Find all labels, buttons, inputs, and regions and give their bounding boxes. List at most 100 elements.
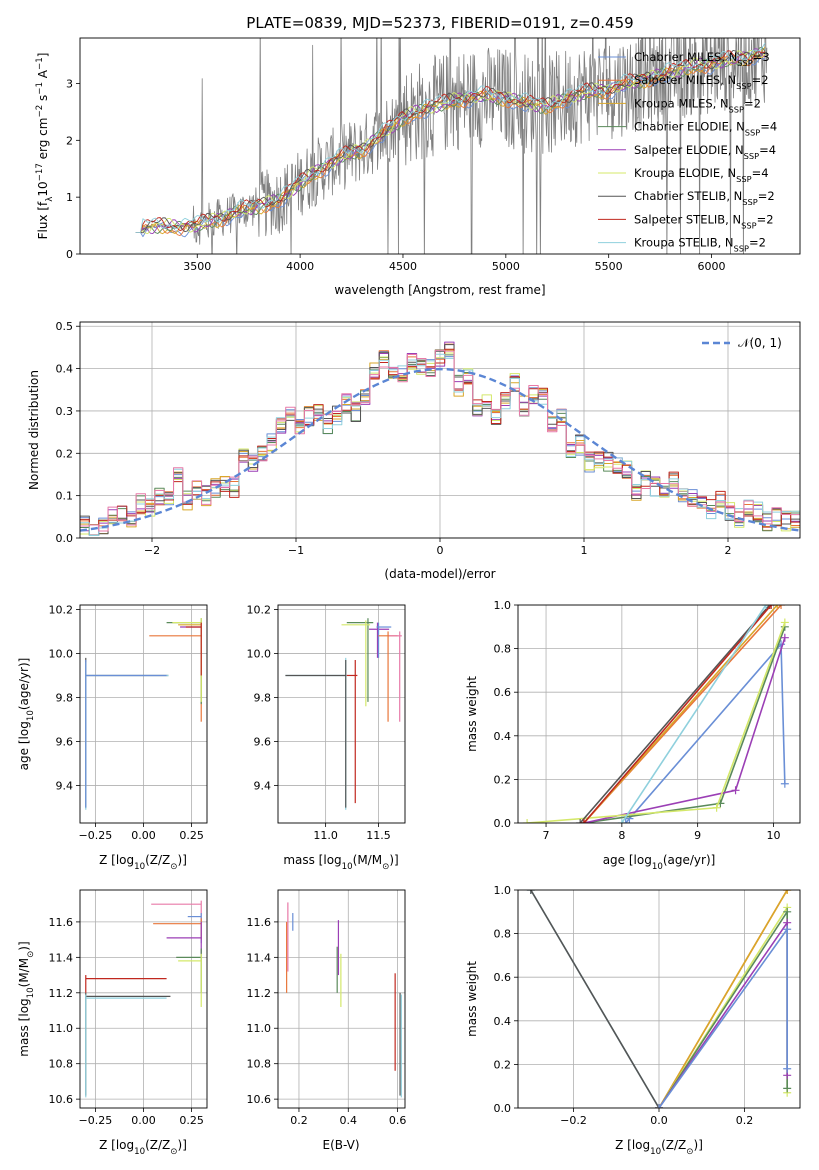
x-tick-label: 6000 <box>698 260 726 273</box>
weight-marker <box>621 819 630 823</box>
y-tick-label: 0.0 <box>56 532 74 545</box>
weight-marker <box>576 819 585 823</box>
y-tick-label: 11.6 <box>49 916 74 929</box>
legend-entry: Chabrier STELIB, NSSP=2 <box>634 189 775 207</box>
x-tick-label: 0 <box>437 544 444 557</box>
y-axis-label: Normed distribution <box>27 370 41 490</box>
plot-area <box>80 605 207 823</box>
weight-line <box>530 890 660 1108</box>
model-spectrum-line <box>135 48 766 235</box>
y-tick-label: 1.0 <box>494 884 512 897</box>
weight-marker <box>783 1064 792 1073</box>
model-spectrum-line <box>135 49 766 234</box>
y-tick-label: 11.2 <box>49 987 74 1000</box>
mass-weight-vs-metallicity-chart: −0.2 0.0 0.2 0.0 0.2 0.4 0.6 0.8 1.0 Z [log10(Z/Z… <box>465 884 801 1157</box>
y-tick-label: 10.8 <box>49 1058 74 1071</box>
x-tick-label: 0.25 <box>179 829 204 842</box>
weight-line <box>621 605 767 823</box>
x-tick-label: 0.2 <box>736 1114 754 1127</box>
y-tick-label: 10.2 <box>247 603 272 616</box>
weight-marker <box>712 803 721 812</box>
x-axis-label: age [log10(age/yr)] <box>603 853 716 872</box>
y-tick-label: 11.2 <box>247 987 272 1000</box>
y-tick-label: 10.6 <box>247 1093 272 1106</box>
axes-frame <box>517 604 801 824</box>
plot-area <box>518 605 800 823</box>
weight-line <box>583 626 786 823</box>
weight-marker <box>655 1104 663 1108</box>
weight-marker <box>761 605 770 609</box>
plot-area <box>80 322 800 538</box>
weight-marker <box>783 925 792 934</box>
weight-marker <box>780 779 789 788</box>
legend-entry: Chabrier MILES, NSSP=3 <box>634 50 770 68</box>
model-spectrum-line <box>135 50 766 234</box>
y-axis-label: age [log10(age/yr)] <box>17 658 36 771</box>
weight-marker <box>783 907 792 916</box>
y-tick-label: 0.6 <box>494 686 512 699</box>
weight-line <box>583 605 772 823</box>
y-tick-label: 10.2 <box>49 603 74 616</box>
legend-entry: Kroupa MILES, NSSP=2 <box>634 96 761 114</box>
x-tick-label: 11.0 <box>313 829 338 842</box>
weight-marker <box>780 618 789 627</box>
y-tick-label: 1.0 <box>494 599 512 612</box>
y-tick-label: 10.0 <box>247 647 272 660</box>
x-tick-label: 3500 <box>183 260 211 273</box>
weight-line <box>579 605 771 823</box>
x-axis-label: (data-model)/error <box>384 567 495 581</box>
y-tick-label: 0.4 <box>56 363 74 376</box>
weight-marker <box>767 605 776 609</box>
x-tick-label: −0.25 <box>79 829 113 842</box>
axes-frame <box>277 889 406 1109</box>
y-axis-label: mass [log10(M/M⊙)] <box>17 941 36 1056</box>
histogram-step-line <box>80 349 800 532</box>
legend-label: 𝒩(0, 1) <box>738 336 782 350</box>
y-axis-label: mass weight <box>465 961 479 1037</box>
y-tick-label: 9.4 <box>254 780 272 793</box>
y-tick-label: 11.6 <box>247 916 272 929</box>
y-tick-label: 0.8 <box>494 643 512 656</box>
plot-area <box>80 890 207 1108</box>
legend-entry: Kroupa STELIB, NSSP=2 <box>634 236 766 254</box>
weight-line <box>658 911 788 1108</box>
y-tick-label: 0.2 <box>56 447 74 460</box>
weight-line <box>625 643 786 823</box>
x-tick-label: −2 <box>144 544 160 557</box>
plot-area <box>278 605 405 823</box>
residual-histogram-chart: −2 −1 0 1 2 0.0 0.1 0.2 0.3 0.4 0.5 (data-model)/er… <box>27 320 801 581</box>
plot-area <box>135 38 768 254</box>
x-tick-label: 1 <box>581 544 588 557</box>
y-tick-label: 9.6 <box>56 736 74 749</box>
normal-curve <box>80 367 800 532</box>
x-axis-label: Z [log10(Z/Z⊙)] <box>99 1138 187 1157</box>
x-axis-label: E(B-V) <box>322 1138 359 1152</box>
y-tick-label: 9.8 <box>254 691 272 704</box>
legend-entry: Salpeter ELODIE, NSSP=4 <box>634 143 776 161</box>
x-tick-label: 0.6 <box>389 1114 407 1127</box>
x-tick-label: 7 <box>543 829 550 842</box>
x-tick-label: 2 <box>725 544 732 557</box>
y-tick-label: 0.0 <box>494 817 512 830</box>
legend-entry: Kroupa ELODIE, NSSP=4 <box>634 166 769 184</box>
y-tick-label: 3 <box>66 77 73 90</box>
y-tick-label: 10.8 <box>247 1058 272 1071</box>
model-spectrum-line <box>135 50 766 233</box>
y-tick-label: 0.1 <box>56 490 74 503</box>
x-tick-label: −0.2 <box>560 1114 587 1127</box>
legend-entry: Salpeter STELIB, NSSP=2 <box>634 212 774 230</box>
axes-frame <box>277 604 406 824</box>
x-tick-label: 4000 <box>286 260 314 273</box>
y-tick-label: 0.4 <box>494 730 512 743</box>
y-tick-label: 1 <box>66 191 73 204</box>
model-spectrum-line <box>135 42 766 233</box>
x-tick-label: 10 <box>766 829 780 842</box>
y-tick-label: 10.0 <box>49 647 74 660</box>
y-tick-label: 11.4 <box>49 951 74 964</box>
mass-vs-metallicity-chart: −0.25 0.00 0.25 10.6 10.8 11.0 11.2 11.4 11.6 Z [… <box>17 889 208 1157</box>
weight-marker <box>731 786 740 795</box>
x-axis-label: Z [log10(Z/Z⊙)] <box>615 1138 703 1157</box>
weight-marker <box>617 819 626 823</box>
x-tick-label: 5500 <box>595 260 623 273</box>
x-tick-label: 0.00 <box>131 829 156 842</box>
